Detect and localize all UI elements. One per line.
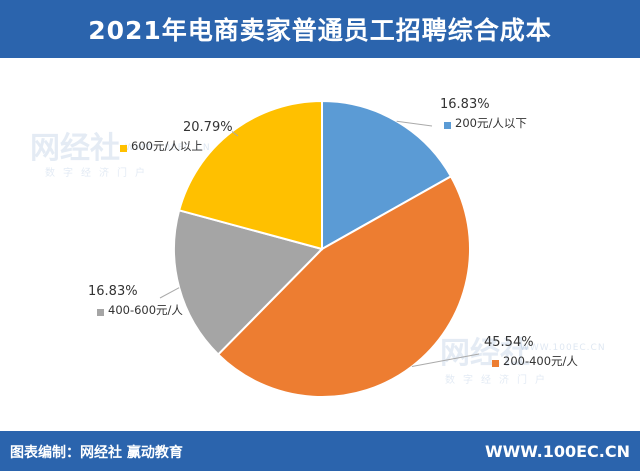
- watermark-sub: 数字经济门户: [45, 166, 153, 179]
- leader-line-3: [159, 287, 180, 299]
- slice-category-label-3: 400-600元/人: [108, 303, 183, 317]
- leader-line-4: [231, 131, 239, 137]
- chart-area: 网经社 WWW.100EC.CN 数字经济门户 网经社 WWW.100EC.CN…: [0, 58, 640, 431]
- slice-percent-label-4: 20.79%: [183, 120, 233, 135]
- slice-percent-label-2: 45.54%: [484, 335, 534, 350]
- chart-title-bar: 2021年电商卖家普通员工招聘综合成本: [0, 0, 640, 58]
- slice-percent-label-1: 16.83%: [440, 97, 490, 112]
- pie-labels: 16.83% 200元/人以下 45.54% 200-400元/人 16.83% 400-…: [88, 97, 578, 368]
- footer-bar: 图表编制：网经社 赢动教育 WWW.100EC.CN: [0, 431, 640, 471]
- leader-line-2: [411, 353, 480, 368]
- watermark-brand: 网经社: [30, 131, 120, 166]
- watermark-bottom-right: 网经社 WWW.100EC.CN 数字经济门户: [440, 336, 606, 386]
- watermark-brand-2: 网经社: [440, 336, 530, 371]
- watermark-url: WWW.100EC.CN: [125, 143, 211, 153]
- chart-title: 2021年电商卖家普通员工招聘综合成本: [88, 16, 552, 45]
- leader-line-1: [396, 120, 433, 127]
- slice-legend-swatch-1: [444, 122, 451, 129]
- slice-legend-swatch-4: [120, 145, 127, 152]
- watermark-url-2: WWW.100EC.CN: [520, 343, 606, 353]
- pie-slices: [173, 99, 471, 398]
- pie-slice-2: [216, 174, 471, 398]
- slice-category-label-2: 200-400元/人: [503, 354, 578, 368]
- pie-slice-3: [173, 209, 324, 356]
- slice-legend-swatch-2: [492, 360, 499, 367]
- watermark-sub-2: 数字经济门户: [445, 373, 553, 386]
- slice-category-label-1: 200元/人以下: [455, 116, 527, 130]
- footer-credit: 图表编制：网经社 赢动教育: [10, 445, 183, 461]
- slice-category-label-4: 600元/人以上: [131, 139, 203, 153]
- pie-slice-1: [321, 99, 453, 251]
- slice-percent-label-3: 16.83%: [88, 284, 138, 299]
- watermark-top-left: 网经社 WWW.100EC.CN 数字经济门户: [30, 131, 211, 179]
- pie-chart: 网经社 WWW.100EC.CN 数字经济门户 网经社 WWW.100EC.CN…: [30, 97, 606, 398]
- slice-legend-swatch-3: [97, 309, 104, 316]
- footer-site: WWW.100EC.CN: [485, 442, 630, 461]
